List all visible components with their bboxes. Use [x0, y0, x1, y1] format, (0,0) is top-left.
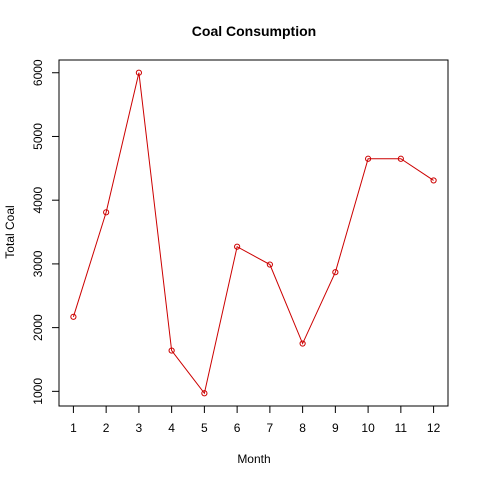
y-axis: 1000 2000 3000 4000 5000 6000 [31, 59, 59, 405]
data-point [168, 347, 175, 354]
x-tick-label: 8 [299, 421, 306, 435]
y-tick-label: 5000 [31, 123, 45, 150]
y-tick-label: 1000 [31, 378, 45, 405]
x-axis-label: Month [237, 452, 270, 466]
series-line [72, 72, 434, 395]
y-tick-label: 2000 [31, 314, 45, 341]
data-point [430, 177, 437, 184]
y-tick-label: 3000 [31, 250, 45, 277]
x-tick-label: 11 [395, 421, 408, 435]
data-point [135, 69, 142, 76]
x-tick-label: 5 [201, 421, 208, 435]
data-point [266, 261, 273, 268]
data-point [332, 269, 339, 276]
y-tick-label: 4000 [31, 187, 45, 214]
y-axis-label: Total Coal [3, 205, 17, 258]
series-coal [70, 69, 437, 397]
x-tick-label: 9 [332, 421, 339, 435]
x-tick-label: 1 [70, 421, 77, 435]
y-tick-label: 6000 [31, 59, 45, 86]
x-tick-label: 7 [267, 421, 274, 435]
data-point [234, 243, 241, 250]
data-point [365, 155, 372, 162]
x-tick-label: 12 [427, 421, 441, 435]
data-point [397, 155, 404, 162]
data-point [103, 209, 110, 216]
data-point [299, 340, 306, 347]
x-tick-label: 4 [168, 421, 175, 435]
data-point [70, 313, 77, 320]
plot-frame [58, 59, 449, 407]
x-tick-label: 3 [136, 421, 143, 435]
x-axis: 1 2 3 4 5 6 7 8 9 10 11 12 [70, 406, 441, 435]
x-tick-label: 6 [234, 421, 241, 435]
x-tick-label: 10 [361, 421, 375, 435]
x-tick-label: 2 [103, 421, 110, 435]
data-point [201, 390, 208, 397]
chart-title: Coal Consumption [192, 23, 316, 39]
